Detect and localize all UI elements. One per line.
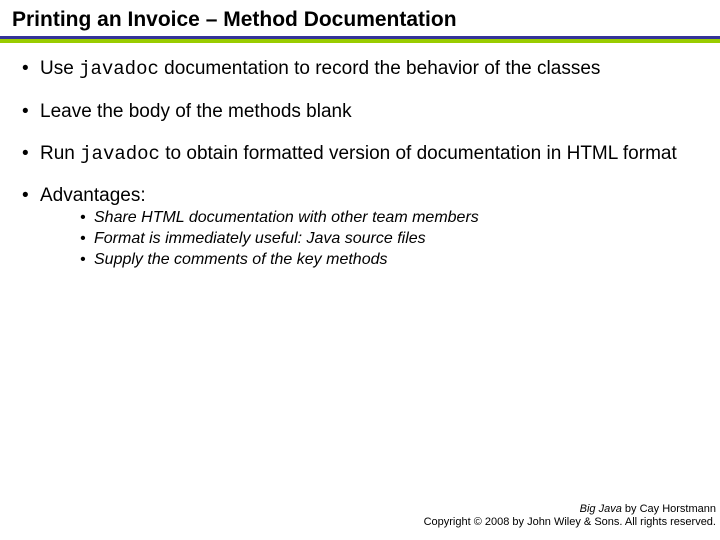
bullet-item: • Advantages: — [22, 184, 698, 208]
bullet-text: Run javadoc to obtain formatted version … — [40, 142, 698, 167]
author-text: by Cay Horstmann — [622, 503, 716, 515]
sub-item: • Format is immediately useful: Java sou… — [80, 229, 698, 250]
sub-list: • Share HTML documentation with other te… — [22, 208, 698, 270]
page-title: Printing an Invoice – Method Documentati… — [12, 8, 708, 32]
bullet-marker: • — [22, 142, 40, 166]
book-title: Big Java — [580, 503, 622, 515]
bullet-marker: • — [22, 184, 40, 208]
code-segment: javadoc — [79, 58, 159, 80]
bullet-marker: • — [80, 208, 94, 229]
footer: Big Java by Cay Horstmann Copyright © 20… — [424, 503, 716, 531]
content-area: • Use javadoc documentation to record th… — [0, 43, 720, 270]
sub-text: Format is immediately useful: Java sourc… — [94, 229, 426, 250]
sub-item: • Share HTML documentation with other te… — [80, 208, 698, 229]
bullet-marker: • — [22, 57, 40, 81]
bullet-item: • Use javadoc documentation to record th… — [22, 57, 698, 82]
title-area: Printing an Invoice – Method Documentati… — [0, 0, 720, 36]
bullet-text: Use javadoc documentation to record the … — [40, 57, 698, 82]
bullet-item: • Run javadoc to obtain formatted versio… — [22, 142, 698, 167]
bullet-marker: • — [80, 250, 94, 271]
footer-line-2: Copyright © 2008 by John Wiley & Sons. A… — [424, 516, 716, 530]
sub-item: • Supply the comments of the key methods — [80, 250, 698, 271]
bullet-text: Leave the body of the methods blank — [40, 100, 698, 124]
bullet-text: Advantages: — [40, 184, 698, 208]
text-segment: Run — [40, 143, 80, 164]
text-segment: to obtain formatted version of documenta… — [160, 143, 677, 164]
bullet-marker: • — [80, 229, 94, 250]
bullet-item: • Leave the body of the methods blank — [22, 100, 698, 124]
text-segment: documentation to record the behavior of … — [159, 58, 600, 79]
title-rule — [0, 36, 720, 43]
sub-text: Supply the comments of the key methods — [94, 250, 387, 271]
text-segment: Use — [40, 58, 79, 79]
bullet-marker: • — [22, 100, 40, 124]
code-segment: javadoc — [80, 143, 160, 165]
footer-line-1: Big Java by Cay Horstmann — [424, 503, 716, 517]
sub-text: Share HTML documentation with other team… — [94, 208, 479, 229]
